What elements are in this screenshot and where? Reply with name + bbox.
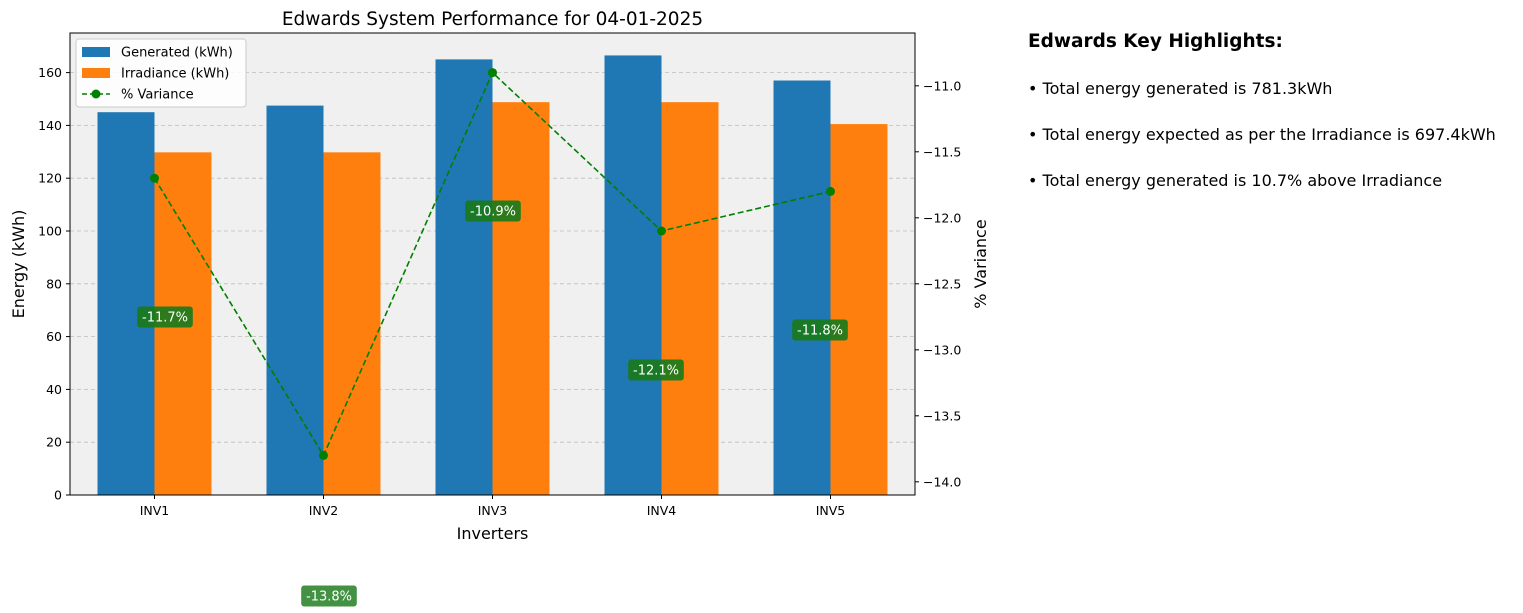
y2-tick-label: −12.5 [923,276,961,291]
y2-tick-label: −14.0 [923,474,961,489]
annotation-box [137,306,193,328]
y-tick-label: 20 [46,435,62,450]
variance-annotation: -12.1% [628,359,684,381]
variance-point [826,186,835,196]
variance-point [319,450,328,460]
variance-annotation: -10.9% [465,200,521,222]
y2-tick-label: −12.0 [923,210,961,225]
variance-annotation: -11.7% [137,306,193,328]
y-tick-label: 0 [54,488,62,503]
variance-point [657,226,666,236]
chart-title: Edwards System Performance for 04-01-202… [282,9,703,30]
annotation-box [301,585,357,607]
x-tick-label: INV5 [816,503,846,518]
legend-label: Generated (kWh) [121,46,233,61]
y-tick-label: 140 [38,118,62,133]
annotation-box [792,319,848,341]
irradiance-bar [661,102,719,495]
highlight-item: • Total energy generated is 781.3kWh [1028,79,1333,98]
bars [97,55,888,496]
x-tick-label: INV4 [647,503,677,518]
x-tick-label: INV2 [309,503,339,518]
legend-swatch-marker [91,89,101,99]
y-axis-label: Energy (kWh) [9,210,28,319]
x-tick-label: INV3 [478,503,508,518]
annotation-box [628,359,684,381]
variance-annotation: -11.8% [792,319,848,341]
highlights-heading: Edwards Key Highlights: [1028,31,1283,52]
generated-bar [773,80,831,496]
highlight-item: • Total energy expected as per the Irrad… [1028,125,1496,144]
x-tick-label: INV1 [140,503,170,518]
legend-swatch [82,68,110,78]
variance-point [150,173,159,183]
generated-bar [97,112,155,495]
y-tick-label: 120 [38,171,62,186]
variance-annotation: -13.8% [301,585,357,607]
legend-swatch [82,47,110,57]
legend-label: % Variance [121,88,194,103]
legend: Generated (kWh) Irradiance (kWh) % Varianc… [75,38,247,108]
variance-annotations: -11.7% -13.8% -10.9% -12.1% -11.8% [137,200,848,607]
generated-bar [435,59,493,496]
x-axis-label: Inverters [457,524,529,543]
y-tick-label: 40 [46,382,62,397]
generated-bar [266,105,324,495]
irradiance-bar [830,124,888,495]
legend-label: Irradiance (kWh) [121,67,229,82]
variance-line [150,68,835,460]
key-highlights-panel: Edwards Key Highlights: • Total energy g… [1028,30,1518,216]
y-tick-label: 100 [38,224,62,239]
highlight-item: • Total energy generated is 10.7% above … [1028,171,1443,190]
y2-tick-label: −11.0 [923,78,961,93]
y-tick-label: 80 [46,276,62,291]
annotation-box [465,200,521,222]
y-tick-label: 160 [38,65,62,80]
y2-axis-label: % Variance [971,219,990,308]
legend-item: Irradiance (kWh) [82,67,229,82]
performance-chart: 0 20 40 60 80 100 120 140 160 −14.0 −13.5 −13.0 −12.… [9,9,990,607]
legend-item: % Variance [82,88,194,103]
legend-box [75,38,247,108]
y2-tick-label: −11.5 [923,144,961,159]
irradiance-bar [323,152,381,495]
annotation-label: -12.1% [633,364,679,379]
y-tick-label: 60 [46,329,62,344]
annotation-label: -13.8% [306,590,352,605]
generated-bar [604,55,662,495]
y2-tick-label: −13.5 [923,408,961,423]
annotation-label: -10.9% [470,205,516,220]
annotation-label: -11.8% [797,324,843,339]
variance-point [488,68,497,78]
irradiance-bar [492,102,550,495]
y2-tick-label: −13.0 [923,342,961,357]
axes: 0 20 40 60 80 100 120 140 160 −14.0 −13.5 −13.0 −12.… [38,65,961,518]
legend-item: Generated (kWh) [82,46,233,61]
annotation-label: -11.7% [142,311,188,326]
